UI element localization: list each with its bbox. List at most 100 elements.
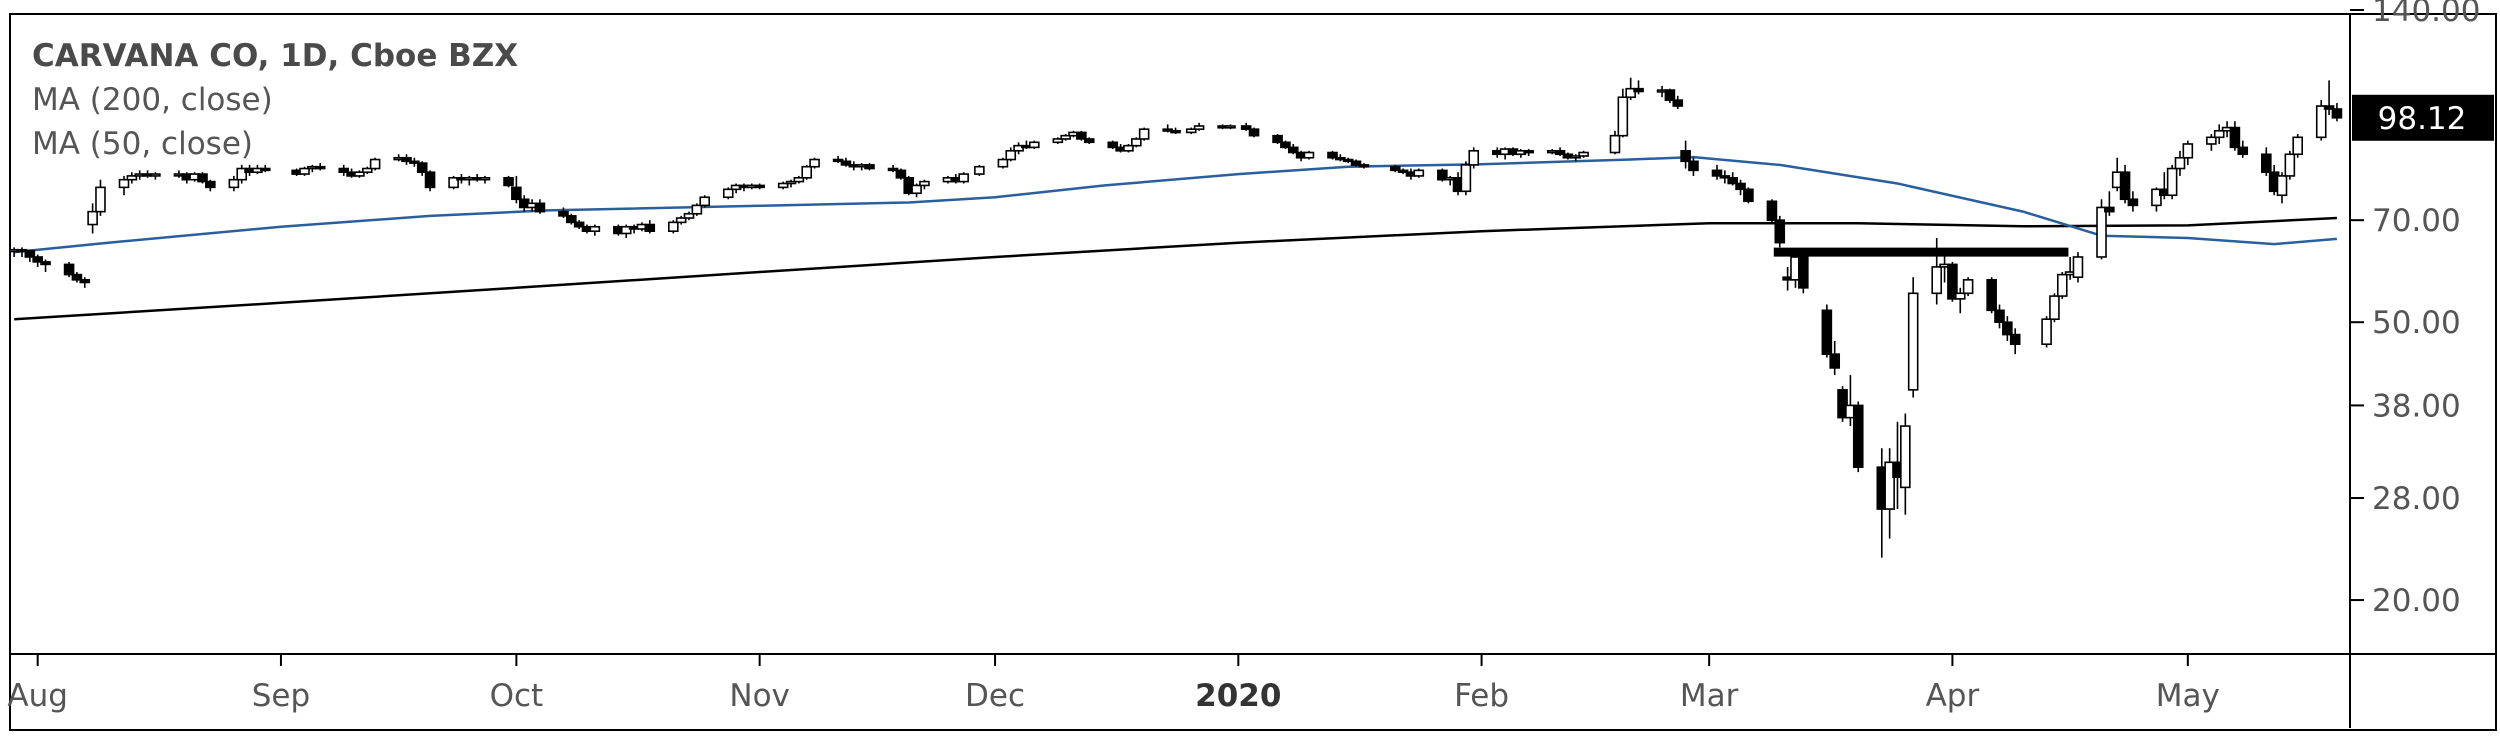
candle-body: [511, 186, 522, 201]
x-tick-label: Mar: [1680, 678, 1739, 714]
candle-body: [369, 158, 381, 170]
candle-body: [1994, 309, 2005, 324]
candle-body: [259, 167, 271, 172]
x-tick-label: Feb: [1454, 678, 1509, 714]
candle-body: [197, 173, 208, 183]
candle-body: [1303, 151, 1315, 159]
candle: [1743, 187, 1754, 204]
candle: [1272, 134, 1283, 144]
candle-body: [24, 249, 36, 258]
candle-body: [683, 212, 695, 219]
candle: [675, 215, 687, 225]
candle-body: [416, 162, 428, 174]
candle-body: [2119, 171, 2131, 201]
candle: [558, 207, 569, 219]
candle-body: [958, 173, 969, 183]
legend-ma200: MA (200, close): [32, 82, 273, 118]
candle: [1170, 127, 1181, 135]
candle: [801, 164, 813, 180]
candle-body: [1185, 128, 1197, 134]
candle: [1625, 77, 1636, 101]
candle-body: [1272, 134, 1283, 144]
candle: [2127, 191, 2139, 212]
candle: [118, 175, 130, 196]
candle: [1397, 168, 1409, 175]
candle-body: [1743, 188, 1754, 203]
candle-body: [589, 225, 601, 233]
candle-body: [1131, 138, 1142, 147]
candle: [1688, 157, 1699, 176]
candle-body: [1240, 125, 1252, 130]
candle: [589, 224, 601, 236]
candle: [1248, 127, 1260, 138]
candle-body: [1225, 125, 1236, 129]
candle: [1986, 277, 1997, 314]
candle: [338, 164, 350, 176]
legend-ma50: MA (50, close): [32, 126, 253, 162]
candle-body: [668, 221, 679, 233]
candle-body: [1060, 134, 1071, 140]
candle: [1719, 170, 1731, 184]
candle-body: [409, 160, 420, 164]
candle-body: [895, 169, 907, 179]
candle-body: [71, 273, 83, 281]
candle-body: [361, 167, 373, 174]
candle-body: [228, 178, 240, 189]
candle-body: [40, 261, 51, 266]
candle-body: [1821, 309, 1833, 355]
candle: [150, 172, 161, 180]
candle-body: [2331, 108, 2343, 119]
x-tick-label: Apr: [1926, 678, 1980, 714]
candle-body: [558, 210, 569, 217]
candle: [1672, 95, 1684, 110]
candle: [2166, 164, 2178, 200]
candle-body: [1931, 266, 1943, 295]
candle-body: [840, 160, 852, 166]
candle: [2315, 100, 2327, 141]
candle: [1947, 261, 1958, 302]
candle: [1335, 154, 1346, 162]
ma200-line: [14, 216, 2337, 321]
candle: [754, 183, 765, 190]
candle-body: [2213, 129, 2225, 139]
candle-body: [2315, 105, 2327, 139]
candle: [1028, 140, 1040, 150]
candle-body: [314, 165, 326, 170]
candle-body: [1107, 141, 1119, 149]
candle: [1829, 340, 1841, 376]
candle-body: [1672, 99, 1684, 107]
candle: [1138, 127, 1150, 141]
candle: [1609, 130, 1621, 155]
candle: [2002, 316, 2013, 341]
y-tick-label: 28.00: [2372, 481, 2461, 517]
candle-body: [1123, 144, 1134, 152]
candle-body: [1083, 138, 1095, 144]
candle-body: [1947, 263, 1958, 300]
candle: [448, 175, 459, 190]
candle: [2237, 140, 2249, 158]
candle-body: [32, 256, 43, 263]
candle: [1060, 134, 1071, 141]
candle: [1413, 168, 1425, 178]
candle-body: [1358, 164, 1370, 168]
candle-body: [1468, 149, 1480, 166]
candle-body: [809, 158, 820, 168]
candle-body: [919, 180, 930, 187]
y-tick-label: 20.00: [2372, 583, 2461, 619]
candle-body: [1852, 404, 1864, 468]
candle-body: [620, 225, 632, 235]
candle: [1225, 124, 1236, 130]
ma50-line: [14, 155, 2338, 254]
y-tick-label: 140.00: [2372, 0, 2480, 29]
candle: [2182, 140, 2194, 165]
candle-body: [785, 180, 797, 185]
candle-body: [1413, 169, 1425, 177]
candle-body: [997, 158, 1009, 168]
candle: [2049, 293, 2060, 323]
candle-body: [150, 173, 161, 177]
candle: [1727, 172, 1738, 186]
candle: [2072, 252, 2084, 283]
candle-body: [2292, 136, 2303, 156]
